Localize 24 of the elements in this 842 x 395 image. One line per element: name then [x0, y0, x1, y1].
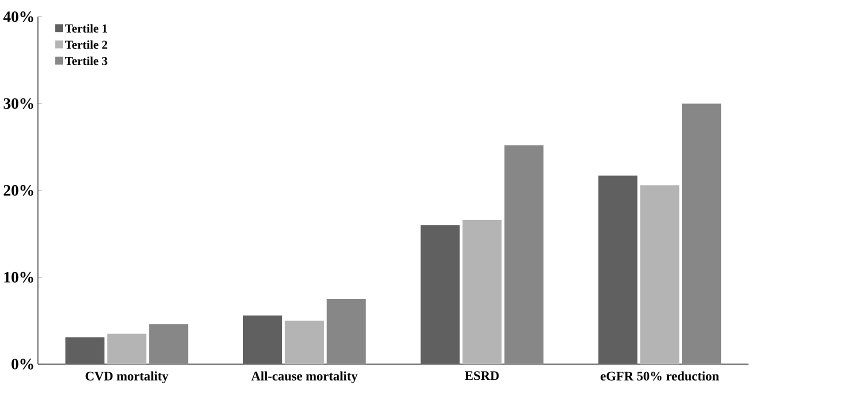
- bar: [107, 334, 146, 364]
- bar: [598, 176, 638, 364]
- y-tick-label: 30%: [4, 98, 34, 110]
- y-tick-label: 40%: [3, 11, 34, 22]
- legend-label: Tertile 3: [65, 56, 108, 66]
- y-tick-label: 20%: [4, 185, 34, 196]
- x-tick-label: ESRD: [464, 371, 499, 380]
- bar: [243, 316, 282, 364]
- bar: [504, 145, 544, 364]
- legend-label: Tertile 2: [65, 40, 108, 49]
- bar: [326, 299, 366, 364]
- bar: [284, 320, 324, 364]
- y-tick-label: 0%: [12, 358, 34, 370]
- bar: [640, 185, 680, 364]
- x-tick-label: All-cause mortality: [251, 371, 358, 384]
- legend-label: Tertile 1: [65, 24, 108, 33]
- bar: [420, 225, 460, 364]
- bar: [682, 104, 722, 364]
- bar: [149, 324, 188, 364]
- bar: [65, 337, 104, 364]
- y-tick-label: 10%: [4, 272, 34, 283]
- x-tick-label: CVD mortality: [86, 371, 168, 384]
- x-tick-label: eGFR 50% reduction: [600, 371, 719, 381]
- bar: [462, 220, 502, 364]
